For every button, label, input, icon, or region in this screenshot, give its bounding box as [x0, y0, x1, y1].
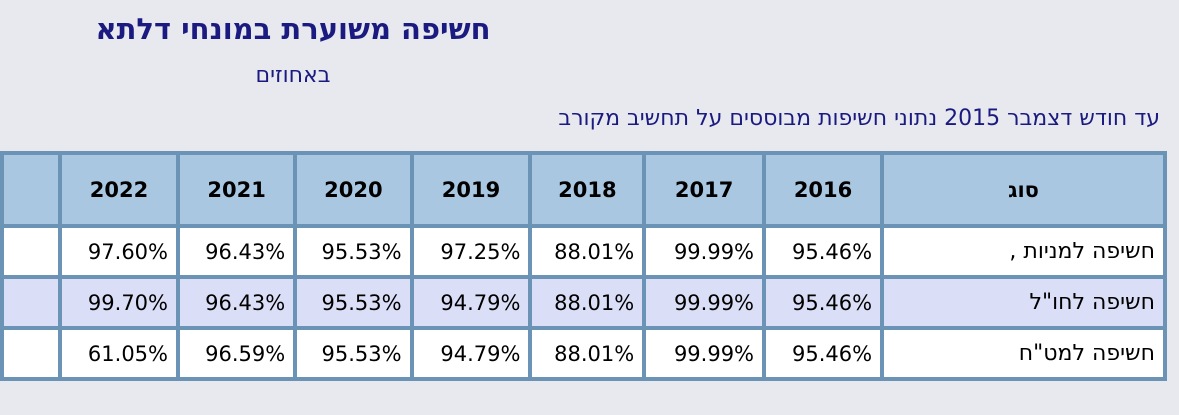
cutoff-cell — [0, 275, 62, 330]
value-cell: 95.46% — [762, 224, 885, 279]
exposure-table: סוג 2016 2017 2018 2019 2020 2021 2022 חשיפה למ… — [0, 151, 1167, 381]
column-header-year-2018: 2018 — [528, 151, 647, 228]
value-cell: 96.43% — [175, 275, 298, 330]
value-cell: 99.70% — [57, 275, 181, 330]
title-block: חשיפה משוערת במונחי דלתא באחוזים — [62, 12, 524, 88]
row-type-label: חשיפה לחו"ל — [880, 275, 1167, 330]
page-title: חשיפה משוערת במונחי דלתא — [95, 12, 491, 46]
value-cell: 61.05% — [57, 326, 181, 381]
page-subtitle: באחוזים — [255, 63, 331, 88]
value-cell: 94.79% — [409, 275, 533, 330]
value-cell: 96.43% — [175, 224, 298, 279]
value-cell: 95.53% — [293, 326, 414, 381]
column-header-year-2016: 2016 — [762, 151, 885, 228]
value-cell: 96.59% — [175, 326, 298, 381]
column-header-year-2019: 2019 — [409, 151, 533, 228]
table-row: חשיפה לחו"ל 95.46% 99.99% 88.01% 94.79% 95.53… — [0, 275, 1167, 330]
column-header-cutoff — [0, 151, 62, 228]
table-row: חשיפה למניות , 95.46% 99.99% 88.01% 97.25% 95… — [0, 224, 1167, 279]
value-cell: 88.01% — [528, 224, 647, 279]
value-cell: 95.53% — [293, 275, 414, 330]
value-cell: 99.99% — [642, 275, 767, 330]
table-body: חשיפה למניות , 95.46% 99.99% 88.01% 97.25% 95… — [0, 224, 1167, 381]
column-header-year-2017: 2017 — [642, 151, 767, 228]
table-row: חשיפה למט"ח 95.46% 99.99% 88.01% 94.79% 95.53… — [0, 326, 1167, 381]
value-cell: 95.53% — [293, 224, 414, 279]
column-header-year-2021: 2021 — [175, 151, 298, 228]
value-cell: 88.01% — [528, 326, 647, 381]
value-cell: 97.60% — [57, 224, 181, 279]
value-cell: 88.01% — [528, 275, 647, 330]
column-header-year-2022: 2022 — [57, 151, 181, 228]
row-type-label: חשיפה למניות , — [880, 224, 1167, 279]
cutoff-cell — [0, 326, 62, 381]
value-cell: 99.99% — [642, 224, 767, 279]
value-cell: 95.46% — [762, 326, 885, 381]
row-type-label: חשיפה למט"ח — [880, 326, 1167, 381]
value-cell: 95.46% — [762, 275, 885, 330]
value-cell: 94.79% — [409, 326, 533, 381]
exposure-table-wrap: סוג 2016 2017 2018 2019 2020 2021 2022 חשיפה למ… — [0, 151, 1167, 381]
cutoff-cell — [0, 224, 62, 279]
column-header-type: סוג — [880, 151, 1167, 228]
table-header-row: סוג 2016 2017 2018 2019 2020 2021 2022 — [0, 151, 1167, 228]
footnote: עד חודש דצמבר 2015 נתוני חשיפות מבוססים … — [558, 106, 1160, 131]
column-header-year-2020: 2020 — [293, 151, 414, 228]
value-cell: 99.99% — [642, 326, 767, 381]
value-cell: 97.25% — [409, 224, 533, 279]
